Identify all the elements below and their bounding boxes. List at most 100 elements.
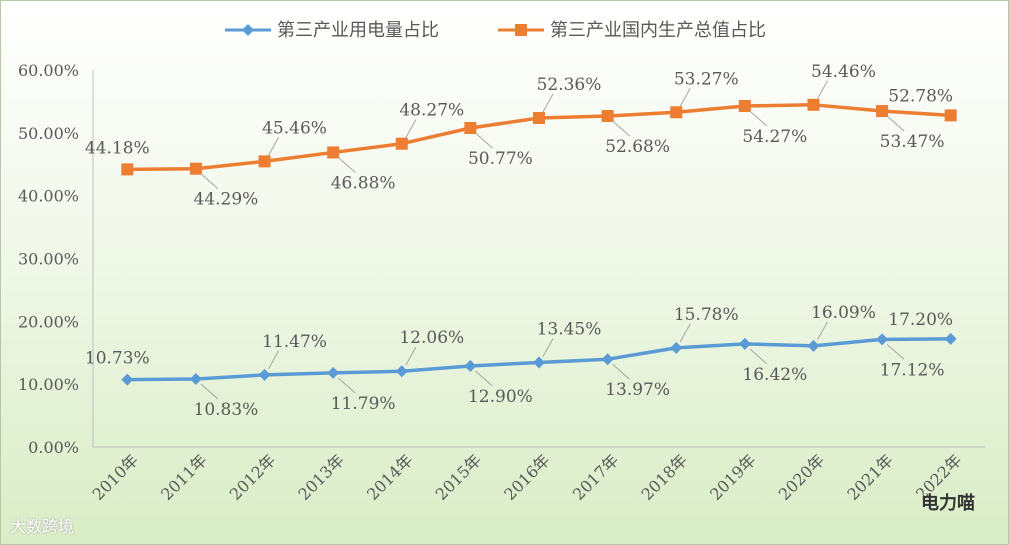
data-label: 53.27% — [674, 69, 739, 89]
data-point — [807, 98, 820, 111]
label-leader — [817, 80, 828, 100]
data-label: 16.42% — [742, 365, 807, 385]
legend-marker — [515, 24, 527, 36]
data-point — [738, 337, 751, 350]
data-point — [533, 112, 545, 125]
data-point — [258, 368, 271, 381]
data-point — [876, 105, 889, 118]
data-point — [533, 356, 545, 369]
label-leader — [679, 323, 691, 343]
data-label: 12.90% — [468, 387, 533, 407]
data-label: 44.29% — [194, 190, 259, 210]
y-tick-label: 40.00% — [18, 187, 79, 206]
data-label: 52.78% — [888, 86, 953, 106]
data-point — [464, 121, 477, 134]
data-label: 15.78% — [674, 305, 739, 325]
label-leader — [749, 110, 768, 127]
label-leader — [679, 88, 691, 107]
label-leader — [542, 93, 554, 113]
data-label: 17.12% — [880, 360, 945, 380]
data-label: 52.36% — [537, 75, 602, 95]
label-leader — [405, 119, 417, 138]
data-label: 13.45% — [537, 319, 602, 339]
y-tick-label: 0.00% — [28, 438, 79, 457]
source-watermark: 大数跨境 — [10, 517, 75, 536]
data-point — [601, 109, 614, 122]
data-point — [738, 100, 751, 113]
y-tick-label: 10.00% — [18, 375, 79, 394]
x-tick-label: 2021年 — [843, 450, 897, 504]
legend-label: 第三产业国内生产总值占比 — [550, 20, 766, 41]
data-label: 44.18% — [85, 138, 150, 158]
label-leader — [542, 338, 554, 357]
label-leader — [886, 115, 905, 132]
data-label: 45.46% — [262, 118, 327, 138]
watermark-text: 电力喵 — [921, 493, 975, 514]
data-label: 53.47% — [880, 132, 945, 152]
label-leader — [200, 383, 219, 400]
data-point — [670, 106, 683, 119]
data-point — [189, 372, 202, 385]
data-point — [876, 333, 889, 346]
label-leader — [405, 346, 417, 366]
data-point — [121, 373, 134, 386]
x-tick-label: 2012年 — [226, 450, 280, 504]
y-tick-label: 60.00% — [18, 61, 79, 80]
x-tick-label: 2019年 — [706, 450, 760, 504]
data-label: 54.27% — [742, 127, 807, 147]
data-label: 11.47% — [262, 332, 327, 352]
data-point — [464, 359, 477, 372]
label-leader — [475, 132, 493, 149]
data-label: 16.09% — [811, 303, 876, 323]
data-label: 12.06% — [399, 328, 464, 348]
data-point — [944, 109, 957, 122]
data-point — [601, 353, 614, 366]
data-label: 10.73% — [85, 349, 150, 369]
label-leader — [612, 363, 630, 380]
x-tick-label: 2020年 — [775, 450, 829, 504]
data-label: 17.20% — [888, 310, 953, 330]
data-label: 10.83% — [194, 400, 259, 420]
label-leader — [337, 377, 356, 394]
data-point — [807, 339, 820, 352]
data-label: 50.77% — [468, 149, 533, 169]
data-point — [189, 162, 202, 175]
x-tick-label: 2018年 — [638, 450, 692, 504]
x-tick-label: 2010年 — [89, 450, 143, 504]
y-tick-label: 20.00% — [18, 312, 79, 331]
data-point — [395, 365, 408, 378]
data-label: 46.88% — [331, 173, 396, 193]
label-leader — [268, 350, 279, 370]
label-leader — [268, 137, 279, 156]
x-tick-label: 2014年 — [363, 450, 417, 504]
x-tick-label: 2011年 — [157, 450, 211, 504]
data-point — [121, 163, 134, 176]
data-label: 13.97% — [605, 380, 670, 400]
data-point — [395, 137, 408, 150]
label-leader — [337, 157, 356, 173]
data-point — [327, 366, 340, 379]
x-tick-label: 2017年 — [569, 450, 623, 504]
data-point — [670, 341, 683, 354]
label-leader — [749, 348, 768, 365]
legend-marker — [242, 24, 254, 36]
legend-label: 第三产业用电量占比 — [277, 20, 439, 41]
label-leader — [886, 344, 905, 360]
label-leader — [817, 321, 828, 341]
y-tick-label: 30.00% — [18, 250, 79, 269]
data-point — [327, 146, 340, 159]
data-point — [944, 332, 957, 345]
data-label: 52.68% — [605, 137, 670, 157]
x-tick-label: 2015年 — [432, 450, 486, 504]
label-leader — [200, 173, 219, 190]
data-label: 11.79% — [331, 394, 396, 414]
data-label: 48.27% — [399, 101, 464, 121]
x-tick-label: 2013年 — [294, 450, 348, 504]
label-leader — [612, 120, 630, 137]
y-tick-label: 50.00% — [18, 124, 79, 143]
label-leader — [475, 370, 493, 387]
data-label: 54.46% — [811, 62, 876, 82]
data-point — [258, 155, 271, 168]
